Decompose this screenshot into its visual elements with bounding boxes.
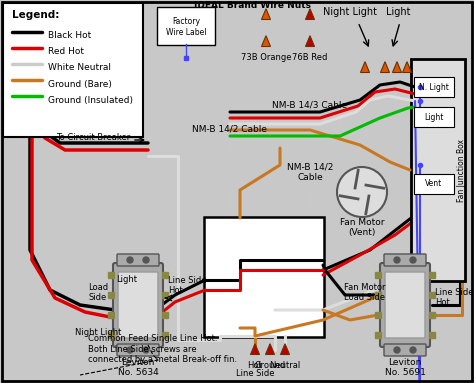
FancyBboxPatch shape [411,59,465,281]
Text: Common Feed Single Line Hot.
Both Line Side screws are
connected by a metal Brea: Common Feed Single Line Hot. Both Line S… [88,334,237,364]
Text: Line Side
Hot: Line Side Hot [168,276,207,295]
Circle shape [337,167,387,217]
Polygon shape [392,62,401,72]
Text: No. 5634: No. 5634 [118,368,158,377]
Circle shape [394,347,400,353]
Polygon shape [306,9,315,20]
Text: Red Hot: Red Hot [48,47,84,57]
FancyBboxPatch shape [380,263,430,347]
Text: Factory
Wire Label: Factory Wire Label [166,17,206,37]
Text: Vent: Vent [425,180,443,188]
Polygon shape [262,36,271,46]
Text: Leviton: Leviton [121,358,155,367]
FancyBboxPatch shape [385,272,425,338]
FancyBboxPatch shape [117,254,159,266]
Text: White Neutral: White Neutral [48,64,111,72]
FancyBboxPatch shape [3,3,143,137]
Polygon shape [402,62,411,72]
Text: Line Side: Line Side [236,369,274,378]
Text: Night Light: Night Light [323,7,377,17]
Text: N. Light: N. Light [419,82,449,92]
Polygon shape [381,62,390,72]
Polygon shape [361,62,370,72]
Text: (Vent): (Vent) [348,228,376,237]
FancyBboxPatch shape [414,77,454,97]
Circle shape [410,257,416,263]
Text: To Circuit Breaker: To Circuit Breaker [56,133,130,142]
Text: Load
Side: Load Side [88,283,108,302]
Text: Legend:: Legend: [12,10,59,20]
Text: NM-B 14/3 Cable: NM-B 14/3 Cable [273,101,347,110]
Text: Fan Motor: Fan Motor [340,218,384,227]
FancyBboxPatch shape [157,7,215,45]
Text: Leviton: Leviton [388,358,422,367]
Text: Fan Junction Box: Fan Junction Box [457,139,466,201]
Circle shape [127,347,133,353]
Text: Fan Motor
Load Side: Fan Motor Load Side [344,283,386,302]
FancyBboxPatch shape [118,272,158,338]
Text: Ground (Bare): Ground (Bare) [48,80,112,88]
Text: Light: Light [116,275,137,284]
Polygon shape [265,344,274,355]
Polygon shape [250,344,259,355]
Text: NM-B 14/2 Cable: NM-B 14/2 Cable [192,125,267,134]
Text: IDEAL Brand Wire Nuts: IDEAL Brand Wire Nuts [194,1,311,10]
Circle shape [127,257,133,263]
Circle shape [143,257,149,263]
Polygon shape [306,36,315,46]
Text: Line Side
Hot: Line Side Hot [435,288,474,307]
Text: Black Hot: Black Hot [48,31,91,41]
Text: Neutral: Neutral [269,361,301,370]
Text: NM-B 14/2
Cable: NM-B 14/2 Cable [287,163,333,182]
Text: 76B Red: 76B Red [292,53,328,62]
FancyBboxPatch shape [414,107,454,127]
Circle shape [410,347,416,353]
Text: No. 5691: No. 5691 [384,368,426,377]
FancyBboxPatch shape [117,344,159,356]
Text: 73B Orange: 73B Orange [241,53,291,62]
Circle shape [394,257,400,263]
Text: Hot: Hot [247,361,263,370]
Polygon shape [281,344,290,355]
Text: Ground (Insulated): Ground (Insulated) [48,95,133,105]
Text: Ground: Ground [255,361,285,370]
FancyBboxPatch shape [384,254,426,266]
FancyBboxPatch shape [414,174,454,194]
Text: Night Light: Night Light [75,328,121,337]
FancyBboxPatch shape [113,263,163,347]
Text: Light: Light [386,7,410,17]
FancyBboxPatch shape [204,217,324,337]
Text: Light: Light [424,113,444,121]
Circle shape [143,347,149,353]
FancyBboxPatch shape [384,344,426,356]
Polygon shape [262,9,271,20]
